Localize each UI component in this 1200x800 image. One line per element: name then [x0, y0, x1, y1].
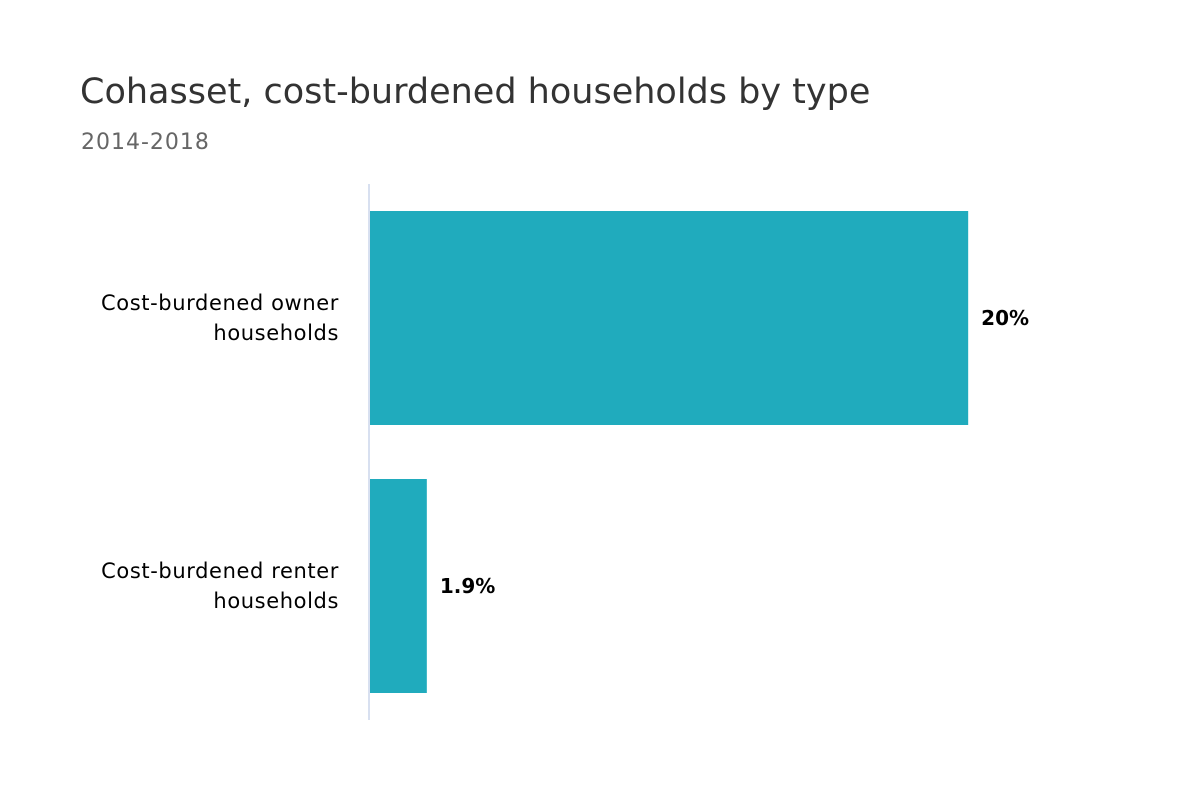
- category-label-line: households: [213, 321, 339, 345]
- bar-2: [370, 479, 427, 693]
- category-label-line: Cost-burdened owner: [101, 291, 339, 315]
- bar-1: [370, 211, 969, 425]
- category-label-line: Cost-burdened renter: [101, 559, 339, 583]
- value-label-2: 1.9%: [440, 574, 495, 598]
- category-label-1: Cost-burdened owner households: [101, 291, 339, 345]
- value-label-1: 20%: [981, 306, 1029, 330]
- category-label-2: Cost-burdened renter households: [101, 559, 339, 613]
- chart-title: Cohasset, cost-burdened households by ty…: [80, 72, 871, 112]
- chart-subtitle: 2014-2018: [81, 130, 210, 155]
- category-label-line: households: [213, 589, 339, 613]
